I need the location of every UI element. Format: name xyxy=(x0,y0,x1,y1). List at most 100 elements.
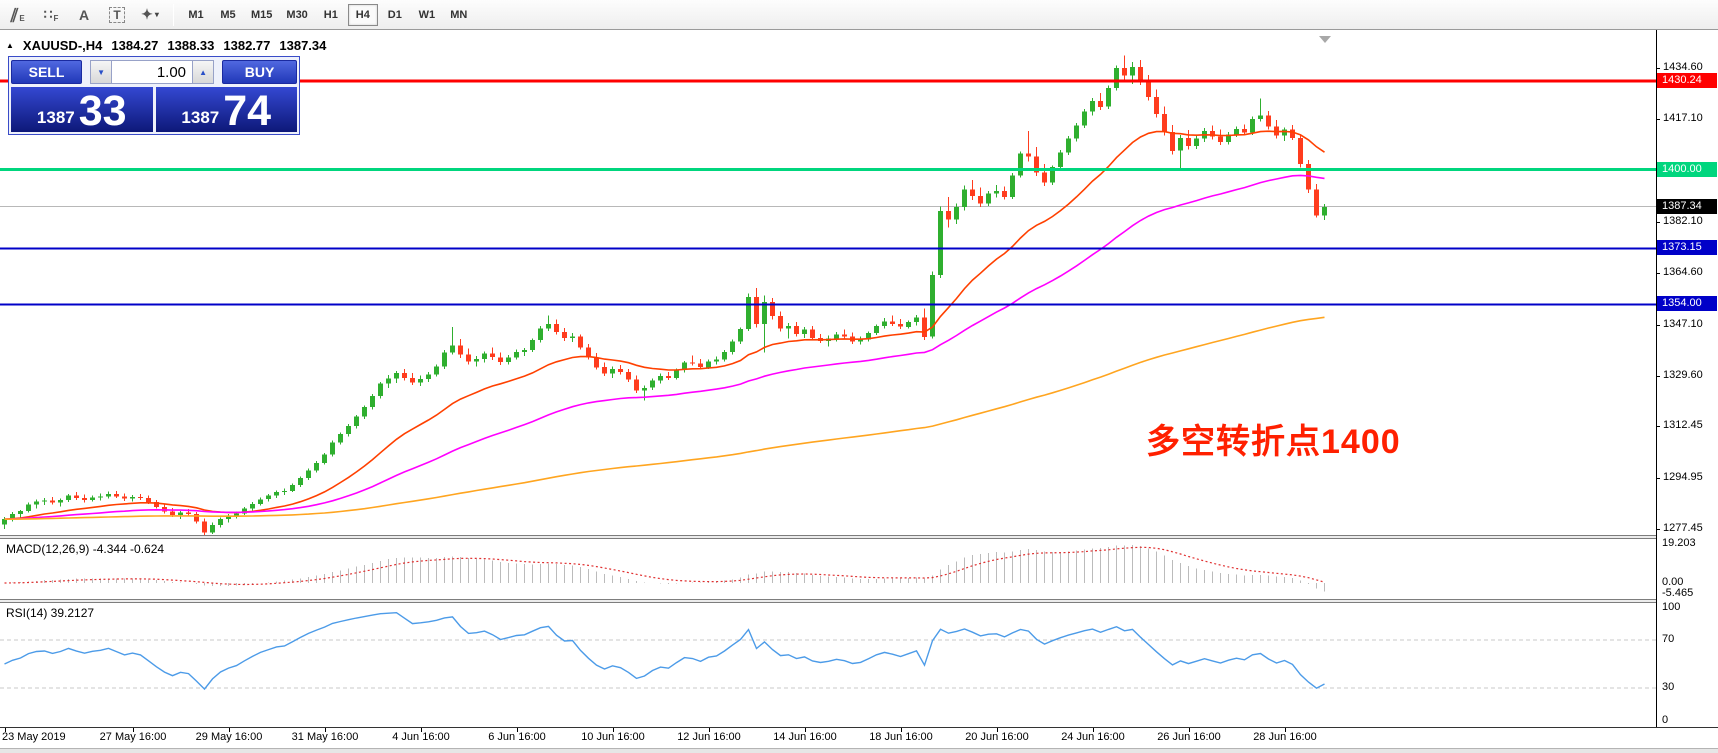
candle xyxy=(1114,68,1119,88)
sell-price-prefix: 1387 xyxy=(36,108,75,127)
timeframe-button-M30[interactable]: M30 xyxy=(286,8,308,21)
text-box-icon[interactable]: T xyxy=(102,3,132,27)
candle xyxy=(890,321,895,324)
candle xyxy=(138,496,143,499)
price-tick-label: 1417.10 xyxy=(1663,112,1703,124)
candle xyxy=(194,513,199,522)
candle xyxy=(626,371,631,380)
candle xyxy=(66,495,71,501)
candle xyxy=(1146,81,1151,97)
candle xyxy=(122,496,127,499)
candle xyxy=(1002,191,1007,198)
time-tick-mark xyxy=(421,728,422,732)
price-line-label-1430.24: 1430.24 xyxy=(1657,73,1717,88)
rsi-label: RSI(14) 39.2127 xyxy=(6,606,95,620)
candle xyxy=(650,380,655,388)
ohlc-close: 1387.34 xyxy=(279,38,327,53)
candle xyxy=(370,396,375,408)
time-tick-label: 24 Jun 16:00 xyxy=(1061,731,1125,743)
candle xyxy=(1282,129,1287,136)
candle xyxy=(202,521,207,533)
symbol-name: XAUUSD-,H4 xyxy=(22,38,103,53)
time-tick-mark xyxy=(709,728,710,732)
chart-text-annotation[interactable]: 多空转折点1400 xyxy=(1146,423,1401,461)
time-tick-mark xyxy=(805,728,806,732)
price-tick-mark xyxy=(1656,376,1660,377)
price-tick-label: 1382.10 xyxy=(1663,215,1703,227)
time-tick-mark xyxy=(325,728,326,732)
volume-input[interactable] xyxy=(112,60,193,84)
candle xyxy=(1042,172,1047,183)
text-label-icon[interactable]: A xyxy=(78,6,90,23)
timeframe-button-H1[interactable]: H1 xyxy=(323,8,338,21)
candle xyxy=(298,478,303,486)
candle xyxy=(114,494,119,497)
candle xyxy=(34,501,39,505)
price-tick-label: 1364.60 xyxy=(1663,266,1703,278)
candle xyxy=(18,511,23,515)
timeframe-button-M5[interactable]: M5 xyxy=(220,8,236,21)
price-line-label-1354.00: 1354.00 xyxy=(1657,296,1717,311)
candle xyxy=(834,334,839,339)
price-line-label-1373.15: 1373.15 xyxy=(1657,240,1717,255)
timeframe-button-MN[interactable]: MN xyxy=(450,8,468,21)
candle xyxy=(1314,189,1319,216)
time-tick-label: 29 May 16:00 xyxy=(195,731,263,743)
candle xyxy=(434,366,439,375)
volume-decrease-button[interactable]: ▼ xyxy=(90,60,113,84)
time-axis[interactable]: 23 May 2019 27 May 16:00 29 May 16:00 31 Ma… xyxy=(0,728,1656,748)
candle xyxy=(50,500,55,503)
time-tick-mark xyxy=(1093,728,1094,732)
pane-splitter[interactable] xyxy=(0,535,1718,539)
chart-shift-marker-icon[interactable] xyxy=(1319,36,1331,43)
time-tick-mark xyxy=(1189,728,1190,732)
candle xyxy=(1194,138,1199,146)
window-bottom-strip xyxy=(0,748,1718,753)
candle xyxy=(522,350,527,352)
time-tick-label: 20 Jun 16:00 xyxy=(965,731,1029,743)
candle xyxy=(1322,206,1327,216)
candle xyxy=(962,189,967,208)
candle xyxy=(242,508,247,514)
macd-pane[interactable] xyxy=(0,539,1656,599)
fibonacci-grid-icon[interactable]: ∷ F xyxy=(43,6,59,23)
candle xyxy=(722,352,727,360)
timeframe-button-W1[interactable]: W1 xyxy=(418,8,436,21)
buy-button[interactable]: BUY xyxy=(222,60,297,84)
price-axis[interactable] xyxy=(1656,30,1718,727)
buy-price-main: 74 xyxy=(223,86,272,135)
candle xyxy=(770,302,775,317)
time-tick-label: 31 May 16:00 xyxy=(291,731,359,743)
candle xyxy=(218,519,223,526)
candle xyxy=(618,369,623,372)
equidistant-channel-icon[interactable]: ∥ E xyxy=(8,6,25,23)
collapse-icon[interactable]: ▲ xyxy=(6,41,14,50)
timeframe-button-M1[interactable]: M1 xyxy=(188,8,204,21)
arrows-tool-icon[interactable]: ✦ ▾ xyxy=(141,6,159,22)
candle xyxy=(898,323,903,327)
sell-button[interactable]: SELL xyxy=(11,60,83,84)
rsi-axis-label: 100 xyxy=(1662,601,1681,613)
pane-splitter[interactable] xyxy=(0,599,1718,603)
candle xyxy=(42,500,47,502)
timeframe-button-M15[interactable]: M15 xyxy=(251,8,273,21)
main-chart[interactable] xyxy=(0,30,1656,535)
candle xyxy=(74,495,79,498)
time-tick-label: 26 Jun 16:00 xyxy=(1157,731,1221,743)
candle xyxy=(234,513,239,516)
timeframe-button-H4[interactable]: H4 xyxy=(347,3,378,26)
buy-quote[interactable]: 1387 74 xyxy=(155,86,297,135)
candle xyxy=(1010,175,1015,198)
timeframe-button-D1[interactable]: D1 xyxy=(387,8,402,21)
candle xyxy=(394,373,399,379)
candle xyxy=(282,491,287,493)
price-tick-mark xyxy=(1656,325,1660,326)
time-tick-mark xyxy=(133,728,134,732)
sell-quote[interactable]: 1387 33 xyxy=(11,87,153,132)
candle xyxy=(1130,66,1135,76)
candle xyxy=(706,361,711,368)
rsi-pane[interactable] xyxy=(0,603,1656,727)
time-tick-label: 6 Jun 16:00 xyxy=(488,731,546,743)
volume-increase-button[interactable]: ▲ xyxy=(192,60,215,84)
